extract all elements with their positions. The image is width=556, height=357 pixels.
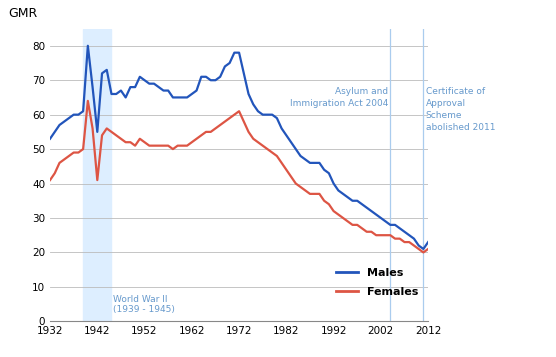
Legend: Males, Females: Males, Females (331, 263, 423, 301)
Text: GMR: GMR (8, 7, 38, 20)
Text: Asylum and
Immigration Act 2004: Asylum and Immigration Act 2004 (290, 87, 388, 108)
Text: World War II
(1939 - 1945): World War II (1939 - 1945) (113, 295, 175, 315)
Bar (83, 29, 112, 321)
Text: Certificate of
Approval
Scheme
abolished 2011: Certificate of Approval Scheme abolished… (426, 87, 495, 131)
